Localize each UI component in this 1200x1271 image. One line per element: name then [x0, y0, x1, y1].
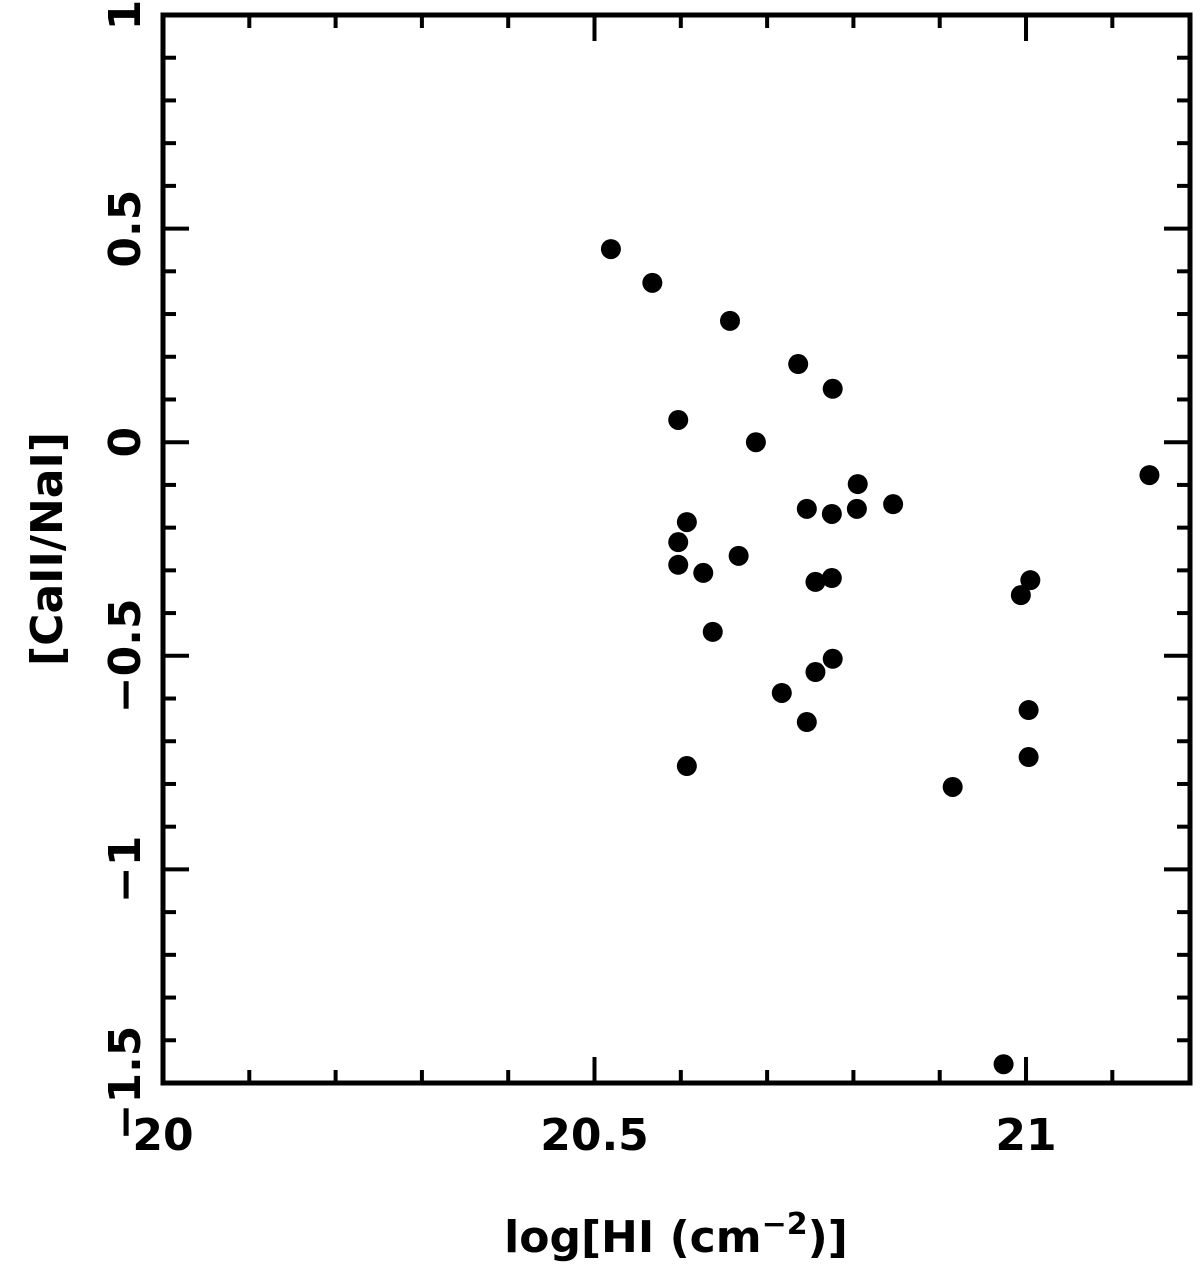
data-point [600, 239, 621, 260]
data-point [796, 712, 817, 733]
y-tick-label: −0.5 [100, 598, 151, 713]
y-tick-label: −1 [100, 836, 151, 903]
plot-frame [160, 12, 1193, 1086]
data-point [771, 682, 792, 703]
x-label-sup: −2 [762, 1207, 808, 1242]
data-point [1018, 700, 1039, 721]
data-point [702, 621, 723, 642]
x-label-end: )] [808, 1212, 848, 1263]
y-axis-label: [CaII/NaI] [22, 432, 73, 666]
data-point [821, 503, 842, 524]
data-point [668, 409, 689, 430]
data-point [693, 562, 714, 583]
data-point [942, 776, 963, 797]
data-point [668, 532, 689, 553]
data-point [846, 498, 867, 519]
data-point [1010, 585, 1031, 606]
data-point [796, 498, 817, 519]
data-point [1139, 465, 1160, 486]
data-point [788, 354, 809, 375]
x-label-main: log[HI (cm [504, 1212, 761, 1263]
data-point [668, 554, 689, 575]
x-tick-label: 21 [995, 1110, 1056, 1161]
data-point [847, 474, 868, 495]
y-tick-label: −1.5 [100, 1026, 151, 1141]
data-point [720, 310, 741, 331]
data-point [676, 512, 697, 533]
data-point [745, 432, 766, 453]
y-tick-label: 0.5 [100, 190, 151, 268]
y-tick-label: 0 [100, 427, 151, 458]
data-point [728, 545, 749, 566]
data-point [805, 662, 826, 683]
data-point [883, 494, 904, 515]
data-point [993, 1054, 1014, 1075]
x-axis-label: log[HI (cm−2)] [504, 1207, 848, 1263]
data-point [821, 568, 842, 589]
data-point [1020, 570, 1041, 591]
data-point [805, 571, 826, 592]
data-point [1018, 747, 1039, 768]
data-point [642, 272, 663, 293]
data-point [822, 648, 843, 669]
x-tick-label: 20.5 [540, 1110, 649, 1161]
data-point [676, 756, 697, 777]
data-point [822, 378, 843, 399]
x-tick-label: 20 [132, 1110, 193, 1161]
y-tick-label: 1 [100, 0, 151, 30]
